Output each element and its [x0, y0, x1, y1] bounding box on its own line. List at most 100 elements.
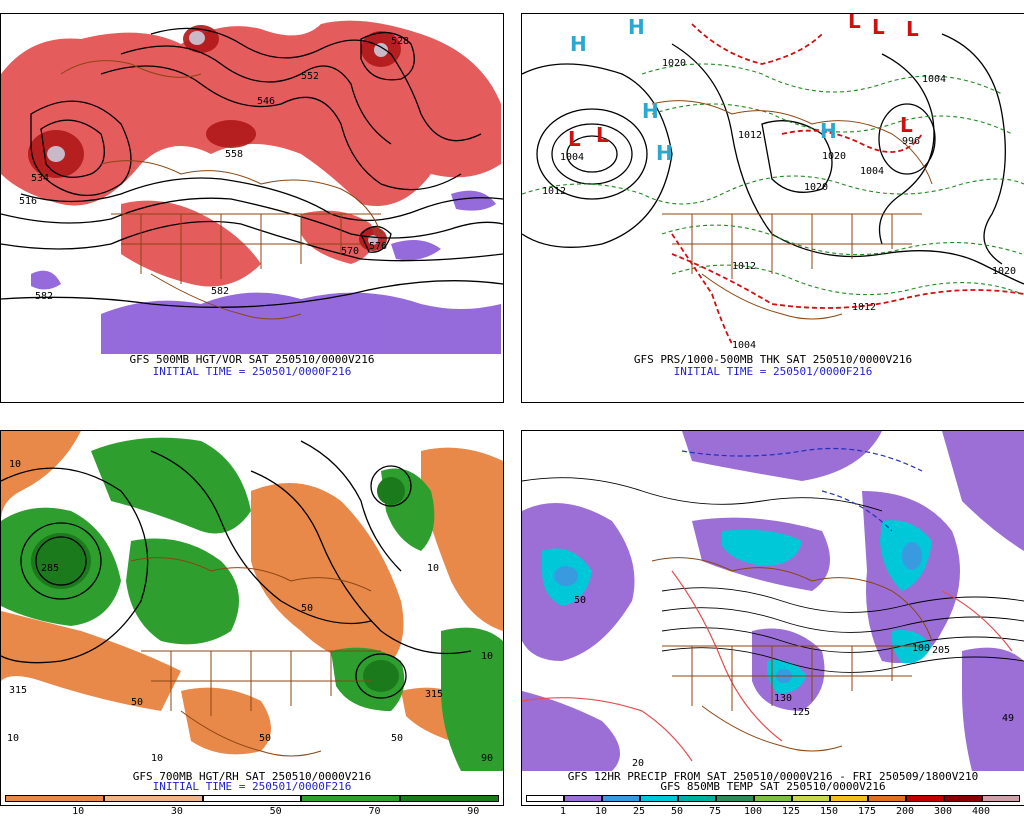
contour-label: 10: [7, 733, 19, 744]
isobar-label: 1020: [662, 58, 686, 69]
contour-label: 285: [41, 563, 59, 574]
low-pressure-mark: L: [906, 17, 919, 41]
colorbar-segment: [202, 795, 302, 802]
colorbar-segment: [678, 795, 716, 802]
high-pressure-mark: H: [628, 15, 645, 39]
isobar-label: 1012: [852, 302, 876, 313]
colorbar-label: 30: [170, 806, 183, 817]
isobar-label: 1004: [860, 166, 884, 177]
map-panel-pressure-thickness: H H H L L H H L L L L 1004 1012 1020 101…: [521, 13, 1024, 403]
isobar-label: 1012: [738, 130, 762, 141]
colorbar-label: 200: [895, 806, 915, 817]
contour-label: 100: [912, 643, 930, 654]
low-pressure-mark: L: [848, 14, 861, 33]
isobar-label: 1020: [992, 266, 1016, 277]
colorbar-segment: [103, 795, 203, 802]
colorbar-segment: [301, 795, 401, 802]
contour-label: 50: [301, 603, 313, 614]
contour-label: 570: [341, 246, 359, 257]
contour-label: 10: [9, 459, 21, 470]
colorbar-label: 10: [594, 806, 608, 817]
colorbar-segment: [5, 795, 104, 802]
contour-label: 20: [632, 758, 644, 769]
contour-label: 516: [19, 196, 37, 207]
panel-subtitle: INITIAL TIME = 250501/0000F216: [152, 780, 352, 793]
rh-colorbar: [1, 795, 503, 802]
precip-colorbar-labels: 1 10 25 50 75 100 125 150 175 200 300 400: [521, 806, 1023, 818]
isobar-label: 1020: [804, 182, 828, 193]
contour-label: 10: [427, 563, 439, 574]
panel-subtitle: INITIAL TIME = 250501/0000F216: [673, 365, 873, 378]
colorbar-label: 50: [670, 806, 684, 817]
pressure-map: H H H L L H H L L L L 1004 1012 1020 101…: [522, 14, 1024, 354]
colorbar-label: 90: [467, 806, 480, 817]
isobar-label: 1012: [542, 186, 566, 197]
rh-colorbar-labels: 10 30 50 70 90: [0, 806, 502, 818]
contour-label: 130: [774, 693, 792, 704]
isobar-label: 1020: [822, 151, 846, 162]
colorbar-segment: [526, 795, 564, 802]
colorbar-label: 70: [368, 806, 381, 817]
colorbar-segment: [906, 795, 944, 802]
panel-title: GFS 700MB HGT/RH SAT 250510/0000V216: [132, 770, 372, 783]
precip-map: 50 130 100 125 49 205 20: [522, 431, 1024, 771]
contour-label: 582: [211, 286, 229, 297]
colorbar-label: 400: [971, 806, 991, 817]
contour-label: 90: [481, 753, 493, 764]
panel-title: GFS 12HR PRECIP FROM SAT 250510/0000V216…: [567, 770, 979, 783]
panel-subtitle: INITIAL TIME = 250501/0000F216: [152, 365, 352, 378]
panel-title: GFS PRS/1000-500MB THK SAT 250510/0000V2…: [633, 353, 913, 366]
low-pressure-mark: L: [596, 123, 609, 147]
contour-label: 125: [792, 707, 810, 718]
contour-label: 10: [481, 651, 493, 662]
panel-title: GFS 500MB HGT/VOR SAT 250510/0000V216: [129, 353, 375, 366]
contour-label: 49: [1002, 713, 1014, 724]
contour-label: 576: [369, 241, 387, 252]
high-pressure-mark: H: [642, 99, 659, 123]
high-pressure-mark: H: [656, 141, 673, 165]
contour-label: 315: [425, 689, 443, 700]
colorbar-segment: [400, 795, 499, 802]
colorbar-segment: [602, 795, 640, 802]
colorbar-segment: [640, 795, 678, 802]
low-pressure-mark: L: [872, 15, 885, 39]
isobar-label: 1004: [560, 152, 584, 163]
colorbar-label: 10: [72, 806, 85, 817]
contour-label: 50: [131, 697, 143, 708]
contour-label: 315: [9, 685, 27, 696]
colorbar-segment: [868, 795, 906, 802]
colorbar-segment: [754, 795, 792, 802]
high-pressure-mark: H: [820, 119, 837, 143]
colorbar-label: 50: [269, 806, 282, 817]
low-pressure-mark: L: [568, 127, 581, 151]
colorbar-segment: [944, 795, 982, 802]
contour-label: 50: [259, 733, 271, 744]
colorbar-label: 25: [632, 806, 646, 817]
colorbar-label: 1: [559, 806, 567, 817]
contour-label: 205: [932, 645, 950, 656]
vorticity-map: 534 516 582 552 546 558 570 576 582 528: [1, 14, 503, 354]
contour-label: 50: [574, 595, 586, 606]
contour-label: 534: [31, 173, 49, 184]
colorbar-label: 75: [708, 806, 722, 817]
high-pressure-mark: H: [570, 32, 587, 56]
isobar-label: 996: [902, 136, 920, 147]
humidity-map: 10 285 315 10 50 10 50 315 10 50 10 90 5…: [1, 431, 503, 771]
map-panel-precip-850temp: 50 130 100 125 49 205 20 GFS 12HR PRECIP…: [521, 430, 1024, 806]
contour-label: 552: [301, 71, 319, 82]
colorbar-segment: [830, 795, 868, 802]
map-panel-500mb-vorticity: 534 516 582 552 546 558 570 576 582 528 …: [0, 13, 504, 403]
colorbar-label: 125: [781, 806, 801, 817]
low-pressure-mark: L: [900, 113, 913, 137]
colorbar-segment: [982, 795, 1020, 802]
contour-label: 582: [35, 291, 53, 302]
precip-colorbar: [522, 795, 1024, 802]
map-panel-700mb-rh: 10 285 315 10 50 10 50 315 10 50 10 90 5…: [0, 430, 504, 806]
isobar-label: 1012: [732, 261, 756, 272]
colorbar-label: 100: [743, 806, 763, 817]
isobar-label: 1004: [732, 340, 756, 351]
colorbar-label: 175: [857, 806, 877, 817]
colorbar-segment: [716, 795, 754, 802]
colorbar-segment: [564, 795, 602, 802]
contour-label: 546: [257, 96, 275, 107]
